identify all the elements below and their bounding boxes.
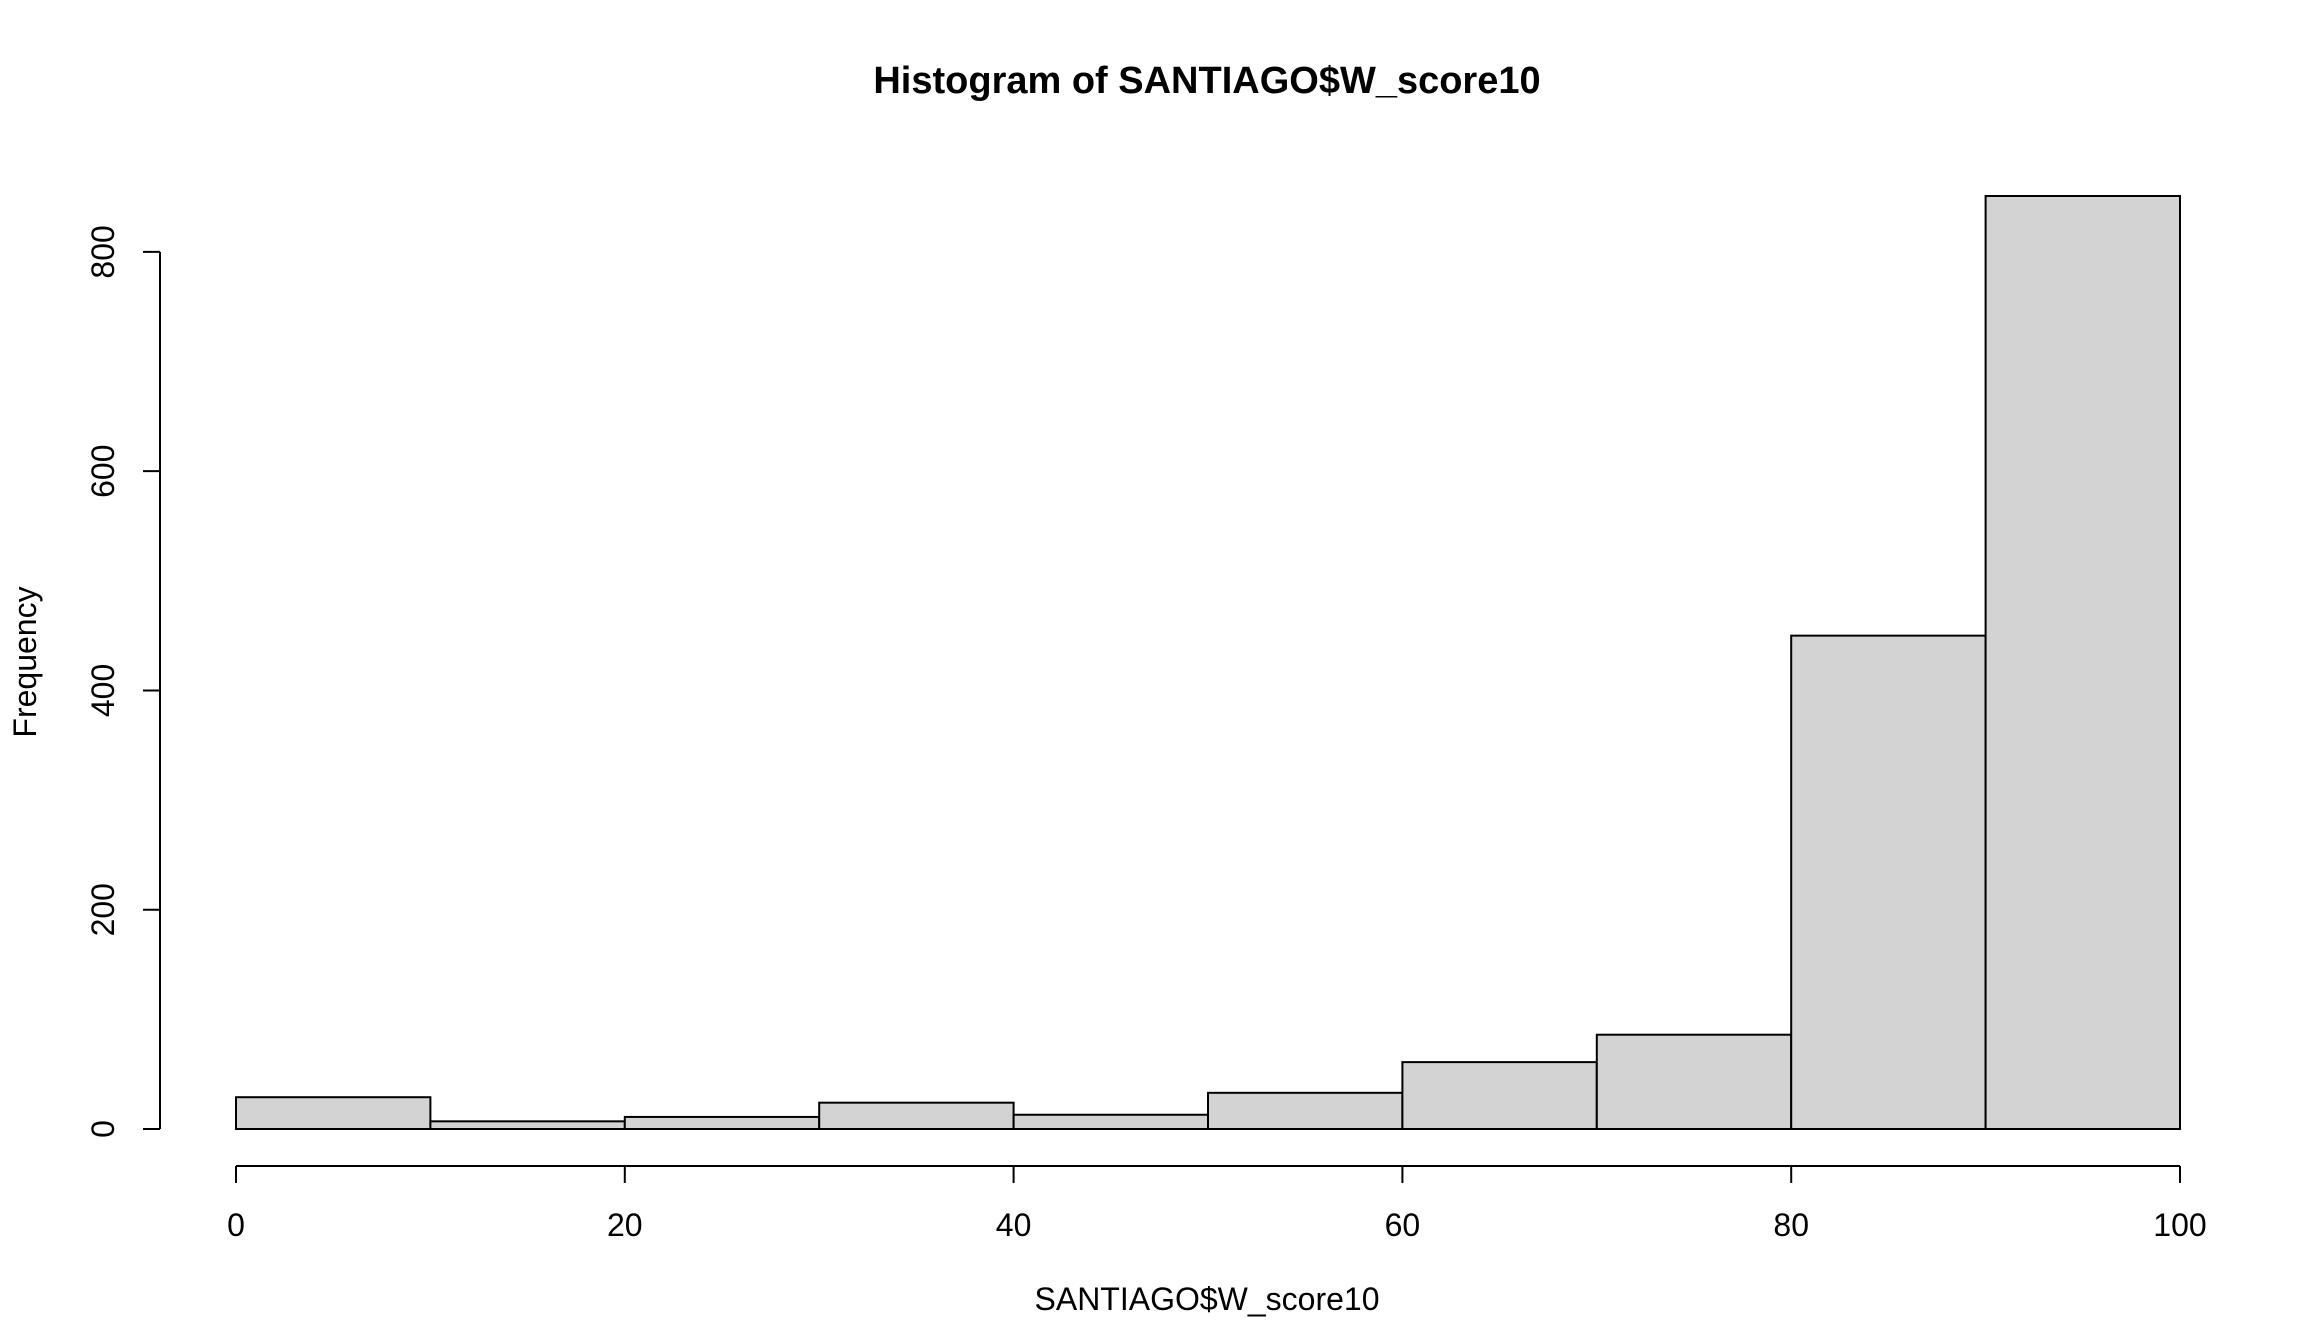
histogram-bar-50-60 [1207,1091,1404,1130]
x-tick-label: 40 [996,1207,1032,1243]
y-tick-label: 400 [85,664,121,717]
x-tick-label: 0 [227,1207,245,1243]
x-axis: 0 20 40 60 80 100 [227,1165,2207,1243]
y-tick-label: 800 [85,225,121,278]
histogram-bar-0-10 [235,1096,432,1131]
y-axis-label: Frequency [7,586,43,737]
bars-layer [235,195,2181,1131]
histogram-bar-10-20 [429,1120,626,1130]
histogram-bar-90-100 [1984,195,2181,1130]
histogram-bar-80-90 [1790,634,1987,1130]
y-tick-label: 200 [85,883,121,936]
y-axis: 0 200 400 600 800 [85,225,161,1138]
x-tick-label: 20 [607,1207,643,1243]
x-tick-label: 60 [1385,1207,1421,1243]
histogram-bar-70-80 [1595,1033,1793,1130]
chart-title: Histogram of SANTIAGO$W_score10 [873,60,1540,102]
histogram-bar-20-30 [623,1115,821,1130]
histogram-bar-40-50 [1012,1113,1209,1130]
histogram-bar-30-40 [818,1101,1015,1130]
x-tick-label: 100 [2153,1207,2206,1243]
y-tick-label: 600 [85,444,121,497]
histogram-bar-60-70 [1401,1061,1598,1130]
x-tick-label: 80 [1773,1207,1809,1243]
y-tick-label: 0 [85,1120,121,1138]
x-axis-label: SANTIAGO$W_score10 [1035,1281,1380,1317]
